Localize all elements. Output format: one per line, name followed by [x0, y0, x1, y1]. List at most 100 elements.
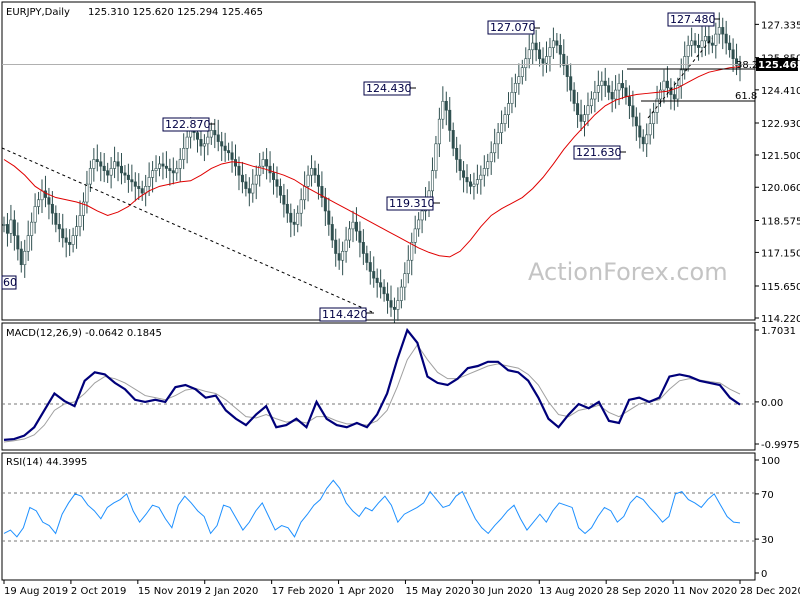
candle-body [26, 235, 30, 252]
candle-body [334, 239, 338, 254]
candle-body [240, 174, 244, 183]
candle-body [417, 219, 421, 230]
candle-body [81, 201, 85, 216]
candle-body [258, 165, 262, 176]
candle-body [50, 203, 54, 214]
candle-body [710, 42, 714, 46]
candle-body [92, 159, 96, 169]
candle-body [85, 183, 89, 203]
candle-body [88, 168, 92, 185]
rsi-title: RSI(14) 44.3995 [6, 457, 87, 468]
candle-body [392, 306, 396, 310]
candle-body [368, 262, 372, 272]
rsi-tick-label: 0 [761, 569, 767, 580]
candle-body [227, 150, 231, 154]
candle-body [738, 65, 742, 67]
candle-body [410, 242, 414, 261]
candle-body [365, 253, 369, 263]
candle-body [544, 56, 548, 64]
candle-body [503, 114, 507, 124]
date-tick-label: 19 Aug 2019 [4, 586, 68, 597]
candle-body [278, 186, 282, 196]
candle-body [130, 179, 134, 183]
rsi-panel: RSI(14) 44.3995 0 30 70 100 [1, 452, 780, 581]
candle-body [634, 116, 638, 127]
candle-body [171, 170, 175, 174]
candle-body [455, 147, 459, 160]
annotation-119310: 119.310 [386, 196, 440, 211]
candle-body [251, 183, 255, 194]
price-tick-label: 122.930 [761, 119, 800, 130]
candle-body [665, 80, 669, 89]
candle-body [676, 85, 680, 100]
price-chart-title: EURJPY,Daily [6, 7, 70, 18]
candle-body [648, 123, 652, 136]
price-panel: EURJPY,Daily 125.310 125.620 125.294 125… [1, 1, 800, 325]
candle-body [37, 199, 41, 207]
candle-body [399, 286, 403, 301]
candle-body [275, 179, 279, 187]
candle-body [583, 114, 587, 122]
candle-body [265, 159, 269, 167]
candle-body [161, 163, 165, 167]
date-tick-label: 1 Apr 2020 [339, 586, 394, 597]
candle-body [510, 92, 514, 104]
candle-body [679, 69, 683, 86]
candle-body [337, 253, 341, 261]
candle-body [520, 67, 524, 77]
candle-body [468, 181, 472, 187]
candle-body [316, 174, 320, 187]
candle-body [140, 188, 144, 194]
fib-618-label: 61.8 [735, 91, 757, 102]
candle-body [261, 159, 265, 167]
macd-title: MACD(12,26,9) -0.0642 0.1845 [6, 328, 162, 339]
candle-body [247, 188, 251, 194]
last-price-tag: 125.465 [756, 58, 800, 71]
candle-body [220, 141, 224, 147]
candle-body [386, 293, 390, 301]
candle-body [119, 165, 123, 174]
candle-body [289, 212, 293, 223]
candle-body [292, 221, 296, 225]
candle-body [593, 92, 597, 100]
candle-body [178, 159, 182, 169]
candle-body [151, 170, 155, 178]
date-tick-label: 28 Sep 2020 [606, 586, 669, 597]
candle-body [209, 130, 213, 138]
candle-body [123, 172, 127, 176]
annotation-127070-label: 127.070 [490, 21, 536, 34]
candle-body [126, 174, 130, 180]
candle-body [344, 239, 348, 252]
candle-body [348, 228, 352, 241]
candle-body [33, 206, 37, 223]
candle-body [482, 168, 486, 176]
date-tick-label: 13 Aug 2020 [539, 586, 603, 597]
candle-body [185, 136, 189, 149]
candle-body [486, 161, 490, 169]
candle-body [164, 165, 168, 169]
candle-body [621, 83, 625, 89]
candle-body [662, 80, 666, 91]
annotation-124430: 124.430 [363, 81, 416, 96]
candle-body [137, 186, 141, 189]
date-tick-label: 30 Jun 2020 [472, 586, 532, 597]
annotation-121630: 121.630 [573, 145, 626, 160]
macd-panel: MACD(12,26,9) -0.0642 0.1845 1.7031 0.00 -… [1, 322, 800, 451]
candle-body [157, 163, 161, 169]
candle-body [565, 65, 569, 77]
candle-body [690, 40, 694, 46]
annotation-119310-label: 119.310 [389, 197, 435, 210]
candle-body [75, 226, 79, 236]
candle-body [296, 212, 300, 225]
candle-body [551, 40, 555, 48]
candle-body [306, 174, 310, 187]
annotation-122870: 122.870 [162, 117, 215, 132]
candle-body [99, 161, 103, 167]
rsi-tick-label: 30 [761, 535, 774, 546]
candle-body [375, 277, 379, 283]
candle-body [524, 58, 528, 68]
price-tick-label: 115.650 [761, 282, 800, 293]
candle-body [71, 235, 75, 245]
candle-body [68, 242, 72, 245]
